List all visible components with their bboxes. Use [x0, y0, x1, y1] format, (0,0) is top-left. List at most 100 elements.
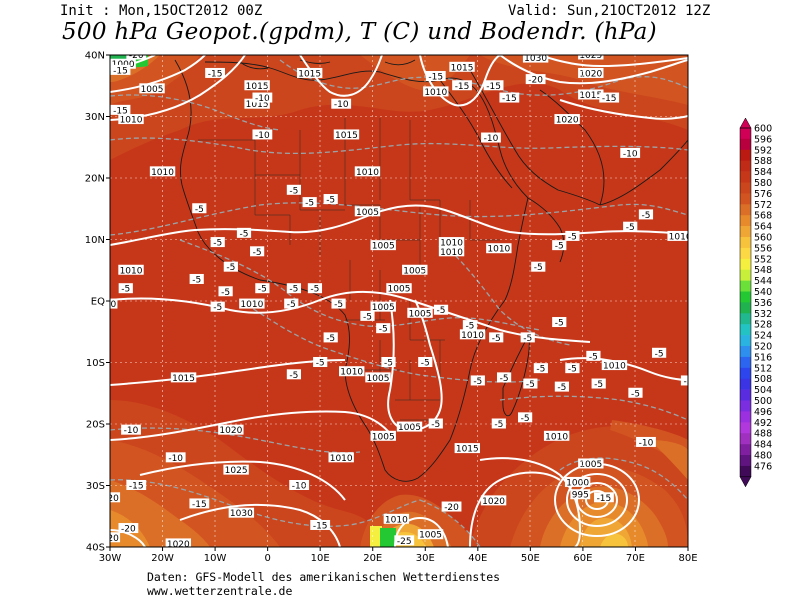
temperature-label: -5	[523, 378, 538, 390]
ridge-north	[360, 55, 470, 91]
svg-text:1005: 1005	[419, 531, 442, 541]
temperature-label: -15	[425, 71, 446, 83]
lon-tick-label: 10E	[311, 553, 330, 564]
pressure-label: 1005	[354, 206, 381, 218]
pressure-label: 1010	[118, 264, 144, 276]
svg-text:-25: -25	[397, 537, 412, 547]
lat-tick-label: 40N	[85, 51, 105, 62]
lat-tick-label: 40S	[86, 543, 105, 554]
isobar-1005-nw	[110, 55, 206, 93]
temperature-label: -5	[376, 323, 391, 335]
longitude-ticks: 30W 20W 10W 0 10E 20E 30E 40E 50E 60E 70E 80E	[99, 547, 698, 564]
svg-text:-10: -10	[292, 482, 307, 492]
lon-tick-label: 70E	[626, 553, 645, 564]
legend-swatch	[740, 247, 751, 260]
svg-text:1020: 1020	[96, 534, 119, 544]
svg-text:1010: 1010	[151, 168, 174, 178]
pressure-label: 1020	[96, 532, 121, 544]
pressure-label: 995	[570, 489, 591, 501]
svg-text:1005: 1005	[141, 85, 164, 95]
legend-frame	[739, 127, 752, 478]
source-url: www.wetterzentrale.de	[147, 584, 293, 598]
legend-swatch	[740, 411, 751, 423]
legend-swatch	[740, 182, 751, 194]
pressure-label: 1005	[417, 529, 444, 541]
temperature-label: -20	[441, 501, 462, 513]
svg-text:-5: -5	[253, 248, 262, 258]
init-time: Init : Mon,15OCT2012 00Z	[60, 3, 263, 19]
temperature-label: -15	[189, 498, 210, 510]
temperature-label: -5	[428, 418, 443, 430]
pressure-label: 1010	[339, 366, 365, 378]
pressure-label: 1015	[244, 80, 270, 92]
temperature-label: -25	[394, 535, 415, 547]
legend-level: 520	[754, 342, 772, 353]
temperature-label: -15	[205, 67, 225, 79]
svg-text:1015: 1015	[579, 91, 602, 101]
legend-swatch	[740, 269, 751, 281]
isotherm-10-east-low	[559, 457, 688, 501]
legend-swatch	[740, 193, 751, 205]
svg-text:-5: -5	[589, 352, 598, 362]
isotherm-10-north	[110, 137, 688, 155]
svg-text:-5: -5	[221, 288, 230, 298]
pressure-label: 1005	[386, 283, 412, 295]
temperature-label: -10	[331, 98, 352, 110]
temperature-label: -5	[518, 412, 533, 424]
svg-text:-15: -15	[129, 482, 144, 492]
legend-swatch	[740, 356, 751, 369]
svg-text:1015: 1015	[456, 445, 479, 455]
svg-text:-5: -5	[289, 371, 298, 381]
temperature-label: -5	[360, 310, 375, 322]
svg-text:-10: -10	[639, 438, 654, 448]
svg-text:-5: -5	[289, 186, 298, 196]
legend-swatch	[740, 367, 751, 379]
temperature-label: -5	[470, 375, 485, 387]
temperature-label: -5	[489, 332, 504, 344]
pressure-label: 1010	[486, 243, 512, 255]
legend-swatch	[740, 465, 751, 478]
svg-text:1005: 1005	[398, 423, 421, 433]
legend-level: 480	[754, 451, 772, 462]
isobar-1005-low	[566, 473, 628, 527]
temperature-label: -5	[554, 381, 569, 393]
svg-text:1005: 1005	[372, 303, 395, 313]
temperature-label: -5	[284, 298, 299, 310]
svg-text:-5: -5	[641, 211, 650, 221]
legend-swatch	[740, 313, 751, 325]
svg-text:-5: -5	[213, 303, 222, 313]
temperature-label: -15	[599, 92, 620, 104]
pressure-label: 1015	[449, 61, 475, 73]
temperature-label: -5	[210, 237, 225, 249]
svg-text:1020: 1020	[219, 426, 242, 436]
pressure-label: 1030	[228, 507, 255, 519]
svg-text:-5: -5	[226, 263, 235, 273]
pressure-label: 1010	[328, 452, 354, 464]
svg-text:995: 995	[572, 491, 589, 501]
svg-text:1020: 1020	[556, 116, 579, 126]
pressure-labels: 1000100510101010101510151015101510101005…	[96, 55, 688, 547]
isobar-1020-se	[469, 471, 561, 547]
temperature-label: -15	[110, 104, 131, 116]
svg-text:-10: -10	[334, 100, 349, 110]
legend-level: 528	[754, 320, 772, 331]
isobar-1010-se	[559, 357, 688, 381]
svg-text:1010: 1010	[120, 116, 143, 126]
pressure-label: 1015	[578, 89, 604, 101]
temperature-label: -5	[323, 194, 338, 206]
svg-text:1010: 1010	[385, 515, 408, 525]
temperature-label: -5	[218, 286, 233, 298]
svg-text:1010: 1010	[440, 248, 463, 258]
svg-text:-5: -5	[334, 300, 343, 310]
svg-text:-5: -5	[555, 242, 564, 252]
isobar-1015-ne	[559, 99, 688, 120]
legend-swatch	[740, 280, 751, 292]
legend-level: 488	[754, 429, 772, 440]
pressure-label: 1015	[244, 98, 270, 110]
temperature-label: -5	[496, 372, 512, 384]
temperature-label: -5	[591, 378, 606, 390]
isobar-1010-south-cutoff	[394, 516, 449, 547]
svg-text:-5: -5	[492, 334, 501, 344]
svg-text:-5: -5	[316, 359, 325, 369]
svg-text:1010: 1010	[487, 245, 510, 255]
